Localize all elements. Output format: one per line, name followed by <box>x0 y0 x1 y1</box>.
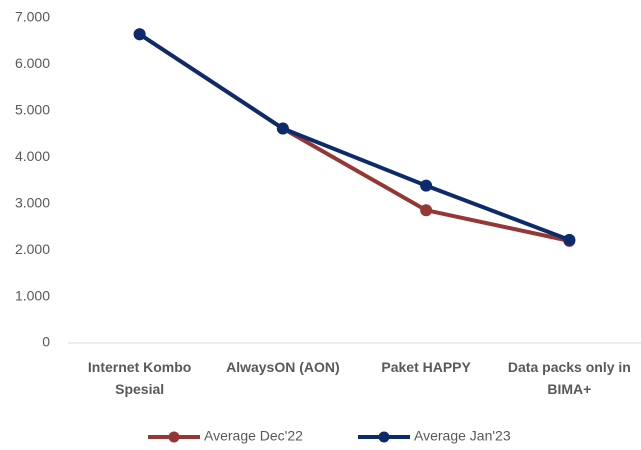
x-tick-label: AlwaysON (AON) <box>226 359 340 375</box>
y-tick-label: 0 <box>42 334 50 350</box>
marker <box>420 179 433 192</box>
y-tick-label: 1.000 <box>15 287 50 303</box>
legend-marker <box>168 431 180 443</box>
y-tick-label: 3.000 <box>15 194 50 210</box>
marker <box>563 233 576 246</box>
y-tick-label: 2.000 <box>15 241 50 257</box>
legend-label: Average Jan'23 <box>414 428 511 444</box>
marker <box>133 28 146 41</box>
legend-marker <box>378 431 390 443</box>
y-tick-label: 4.000 <box>15 148 50 164</box>
y-tick-label: 5.000 <box>15 102 50 118</box>
x-tick-label: Internet Kombo Spesial <box>88 359 191 397</box>
y-tick-label: 7.000 <box>15 9 50 25</box>
x-tick-label: Paket HAPPY <box>381 359 471 375</box>
marker <box>420 204 433 217</box>
legend-label: Average Dec'22 <box>204 428 303 444</box>
x-tick-label: Data packs only in BIMA+ <box>508 359 631 397</box>
series-line <box>138 32 571 242</box>
y-tick-label: 6.000 <box>15 55 50 71</box>
marker <box>276 122 289 135</box>
series-line <box>138 32 570 243</box>
